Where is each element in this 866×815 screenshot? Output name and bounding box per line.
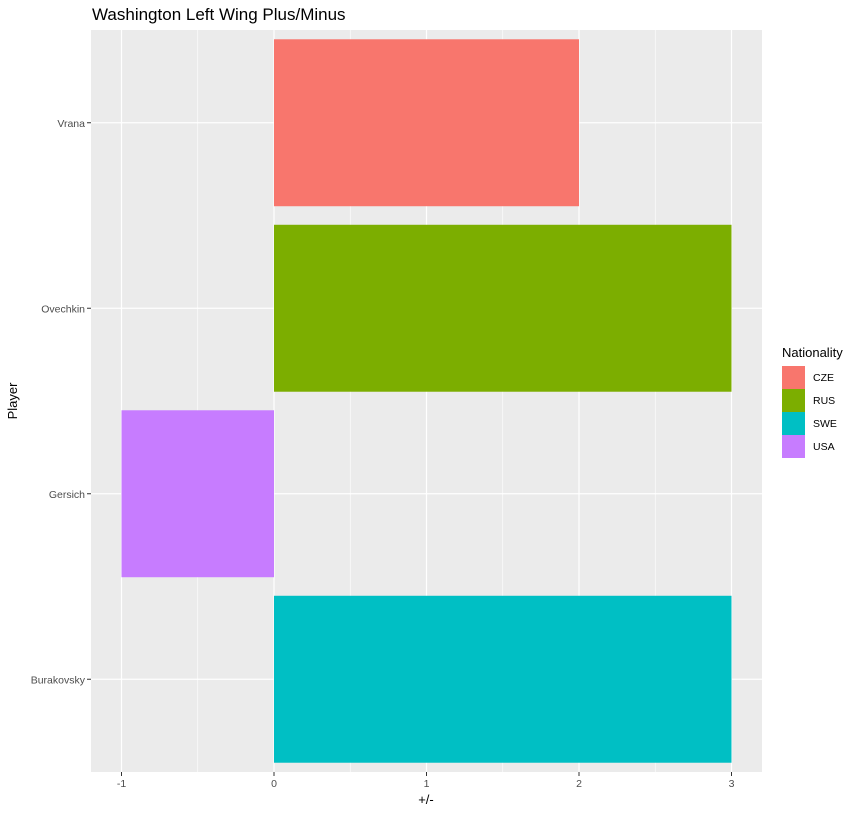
x-axis: -1 0 1 2 3 (117, 772, 735, 790)
bar-vrana (274, 39, 579, 207)
legend-label: SWE (813, 418, 837, 430)
y-tick-label: Gersich (49, 489, 85, 501)
legend-swatch-cze (782, 366, 805, 389)
legend-label: RUS (813, 395, 835, 407)
legend-label: CZE (813, 372, 834, 384)
y-axis-title: Player (5, 382, 20, 420)
legend-swatch-usa (782, 435, 805, 458)
y-tick-label: Vrana (57, 118, 85, 130)
bar-burakovsky (274, 595, 732, 763)
bar-ovechkin (274, 224, 732, 392)
x-tick-label: 2 (576, 778, 582, 790)
x-tick-label: 0 (271, 778, 277, 790)
legend-title: Nationality (782, 345, 843, 360)
y-axis: Vrana Ovechkin Gersich Burakovsky (31, 118, 91, 686)
chart-title: Washington Left Wing Plus/Minus (92, 5, 346, 24)
legend-swatch-rus (782, 389, 805, 412)
x-tick-label: 3 (729, 778, 735, 790)
bar-gersich (121, 410, 274, 578)
legend-swatch-swe (782, 412, 805, 435)
x-axis-title: +/- (418, 792, 434, 807)
y-tick-label: Ovechkin (41, 303, 85, 315)
x-tick-label: -1 (117, 778, 126, 790)
legend: Nationality CZE RUS SWE USA (782, 345, 843, 458)
bars (121, 39, 732, 763)
y-tick-label: Burakovsky (31, 674, 86, 686)
legend-label: USA (813, 441, 835, 453)
x-tick-label: 1 (424, 778, 430, 790)
